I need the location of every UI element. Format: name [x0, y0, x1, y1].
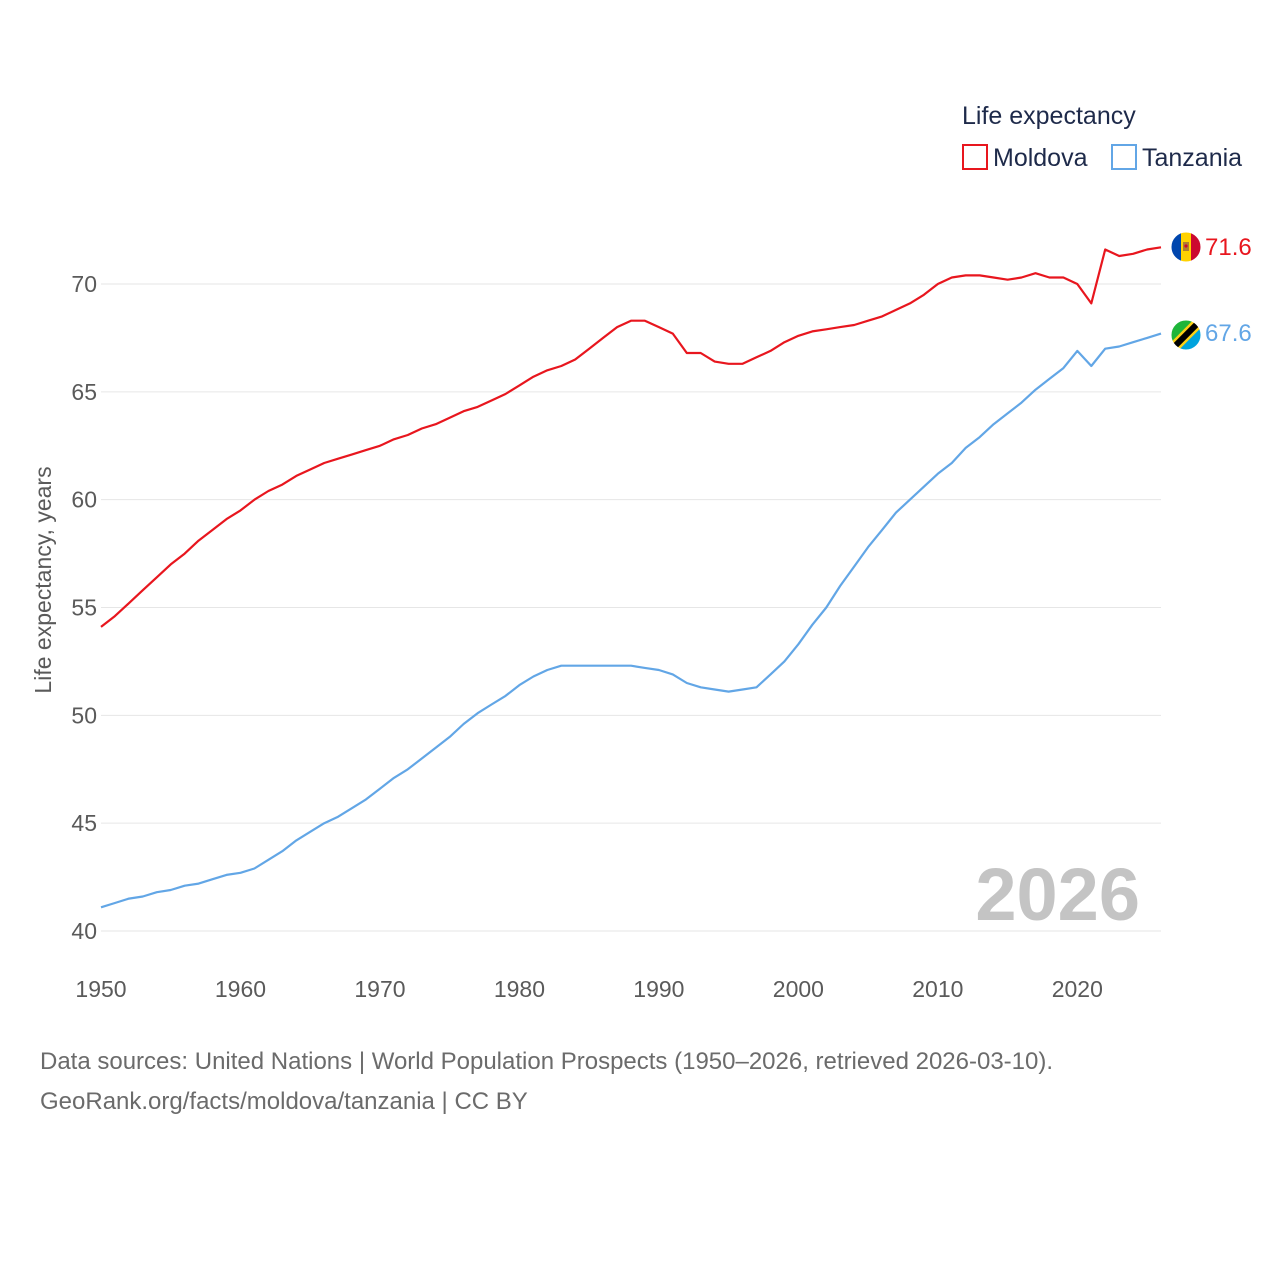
end-value-moldova: 71.6 — [1205, 234, 1252, 261]
end-value-tanzania: 67.6 — [1205, 320, 1252, 347]
current-year-label: 2026 — [975, 853, 1140, 936]
legend-label-tanzania: Tanzania — [1142, 144, 1242, 172]
x-tick-label: 2020 — [1052, 976, 1103, 1002]
legend-item-moldova[interactable]: Moldova — [962, 144, 1088, 172]
y-tick-label: 60 — [71, 487, 97, 513]
x-tick-label: 2000 — [773, 976, 824, 1002]
y-axis-ticks: 40 45 50 55 60 65 70 — [71, 271, 97, 944]
legend-label-moldova: Moldova — [993, 144, 1088, 172]
grid-lines — [101, 283, 1161, 932]
legend-item-tanzania[interactable]: Tanzania — [1111, 144, 1242, 172]
legend-swatch-tanzania — [1111, 144, 1137, 170]
tanzania-flag-icon — [1170, 319, 1202, 351]
x-tick-label: 2010 — [912, 976, 963, 1002]
source-line: Data sources: United Nations | World Pop… — [40, 1048, 1054, 1075]
y-tick-label: 70 — [71, 271, 97, 297]
y-axis-label: Life expectancy, years — [30, 466, 56, 693]
x-tick-label: 1950 — [75, 976, 126, 1002]
y-tick-label: 55 — [71, 595, 97, 621]
data-source-note: Data sources: United Nations | World Pop… — [40, 1042, 1053, 1122]
x-tick-label: 1960 — [215, 976, 266, 1002]
x-tick-label: 1970 — [354, 976, 405, 1002]
moldova-flag-icon — [1170, 231, 1202, 263]
legend-title: Life expectancy — [962, 102, 1136, 130]
series-line-tanzania[interactable] — [100, 332, 1162, 909]
y-tick-label: 50 — [71, 702, 97, 728]
x-tick-label: 1990 — [633, 976, 684, 1002]
y-tick-label: 45 — [71, 810, 97, 836]
y-tick-label: 65 — [71, 379, 97, 405]
series-line-moldova[interactable] — [100, 246, 1162, 628]
y-tick-label: 40 — [71, 918, 97, 944]
x-tick-label: 1980 — [494, 976, 545, 1002]
x-axis-ticks: 1950 1960 1970 1980 1990 2000 2010 2020 — [75, 976, 1102, 1002]
legend: Life expectancy Moldova Tanzania — [962, 102, 1242, 172]
legend-swatch-moldova — [962, 144, 988, 170]
series-lines — [100, 246, 1162, 909]
source-url-line[interactable]: GeoRank.org/facts/moldova/tanzania | CC … — [40, 1088, 528, 1115]
